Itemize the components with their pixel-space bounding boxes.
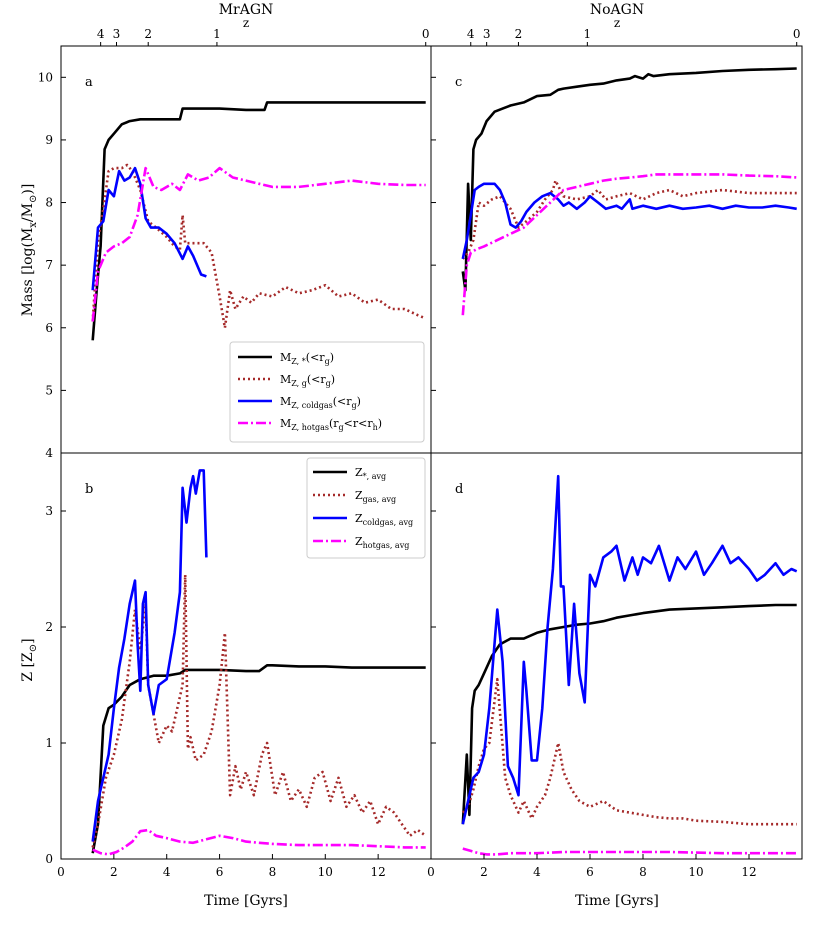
series-group-b	[91, 469, 427, 856]
xtick-label-d: 0	[427, 865, 435, 879]
ztick-label-a: 3	[113, 27, 121, 41]
ytick-label-b: 2	[45, 620, 53, 634]
legend-label-gas: MZ, g(<rg)	[280, 373, 335, 388]
series-gas-a	[91, 163, 427, 330]
legend-label-gas: Zgas, avg	[355, 489, 396, 504]
series-coldgas-b	[91, 469, 208, 842]
ztick-label-c: 3	[483, 27, 491, 41]
series-coldgas-c	[461, 182, 797, 260]
xlabel-left: Time [Gyrs]	[204, 893, 288, 909]
ytick-label-a: 7	[45, 258, 53, 272]
series-hotgas-b	[92, 828, 426, 856]
panel-label-a: a	[85, 75, 93, 90]
top-axis-label-right: z	[614, 16, 620, 30]
xtick-label-d: 10	[688, 865, 703, 879]
series-gas-d	[461, 677, 797, 826]
xtick-label-d: 12	[741, 865, 756, 879]
series-stars-c	[461, 67, 797, 292]
ytick-label-b: 0	[45, 852, 53, 866]
series-coldgas-d	[461, 474, 798, 825]
ytick-label-a: 6	[45, 321, 53, 335]
panel-label-d: d	[455, 482, 463, 497]
ytick-label-a: 4	[45, 446, 53, 460]
ztick-label-a: 2	[144, 27, 152, 41]
series-hotgas-a	[91, 166, 426, 322]
series-hotgas-d	[462, 847, 797, 856]
xtick-label-d: 2	[480, 865, 488, 879]
legend-mass: MZ, *(<rg) MZ, g(<rg) MZ, coldgas(<rg) MZ, …	[229, 341, 425, 443]
xtick-label-b: 12	[371, 865, 386, 879]
frame-d	[430, 452, 803, 860]
series-stars-d	[461, 603, 797, 825]
legend-label-hotgas: MZ, hotgas(rg<r<rh)	[280, 417, 382, 432]
ytick-label-b: 1	[45, 736, 53, 750]
series-group-c	[461, 67, 797, 316]
ytick-label-a: 8	[45, 196, 53, 210]
xtick-label-b: 4	[163, 865, 171, 879]
panel-d: 0 2 4 6 8 10 12 d	[427, 452, 803, 879]
legend-metal: Z*, avg Zgas, avg Zcoldgas, avg Zhotgas, av…	[306, 457, 426, 559]
series-hotgas-c	[461, 173, 797, 316]
legend-label-coldgas: MZ, coldgas(<rg)	[280, 395, 361, 410]
legend-metal-box	[306, 457, 426, 559]
series-stars-b	[91, 663, 426, 854]
ytick-label-a: 9	[45, 133, 53, 147]
title-right: NoAGN	[590, 2, 644, 18]
title-left: MrAGN	[219, 2, 274, 18]
ztick-label-c: 4	[467, 27, 475, 41]
legend-label-stars: Z*, avg	[355, 466, 386, 481]
ztick-label-a: 0	[422, 27, 430, 41]
xtick-label-b: 8	[269, 865, 277, 879]
panel-c: 4 3 2 1 0 c	[430, 27, 803, 454]
panel-label-b: b	[85, 482, 93, 497]
xtick-label-b: 2	[110, 865, 118, 879]
panel-label-c: c	[455, 75, 462, 90]
series-group-a	[91, 101, 427, 341]
ztick-label-a: 4	[97, 27, 105, 41]
legend-label-hotgas: Zhotgas, avg	[355, 535, 409, 550]
xtick-label-b: 10	[318, 865, 333, 879]
series-stars-a	[91, 101, 426, 341]
legend-label-stars: MZ, *(<rg)	[280, 351, 334, 366]
series-gas-c	[461, 179, 797, 260]
ztick-label-c: 1	[584, 27, 592, 41]
ylabel-mass: Mass [log(Mx/M⊙)]	[20, 184, 39, 317]
ytick-label-a: 5	[45, 383, 53, 397]
frame-c	[430, 45, 803, 454]
xtick-label-b: 0	[57, 865, 65, 879]
xtick-label-d: 4	[533, 865, 541, 879]
ylabel-metallicity: Z [Z⊙]	[20, 638, 39, 681]
series-coldgas-a	[91, 166, 207, 291]
ztick-label-a: 1	[213, 27, 221, 41]
ztick-label-c: 2	[515, 27, 523, 41]
ztick-label-c: 0	[793, 27, 801, 41]
legend-mass-box	[229, 341, 425, 443]
series-group-d	[461, 474, 798, 856]
top-axis-label-left: z	[243, 16, 249, 30]
xtick-label-d: 8	[639, 865, 647, 879]
xtick-label-d: 6	[586, 865, 594, 879]
legend-label-coldgas: Zcoldgas, avg	[355, 512, 413, 527]
ytick-label-b: 3	[45, 504, 53, 518]
xlabel-right: Time [Gyrs]	[575, 893, 659, 909]
ytick-label-a: 10	[38, 70, 53, 84]
xtick-label-b: 6	[216, 865, 224, 879]
